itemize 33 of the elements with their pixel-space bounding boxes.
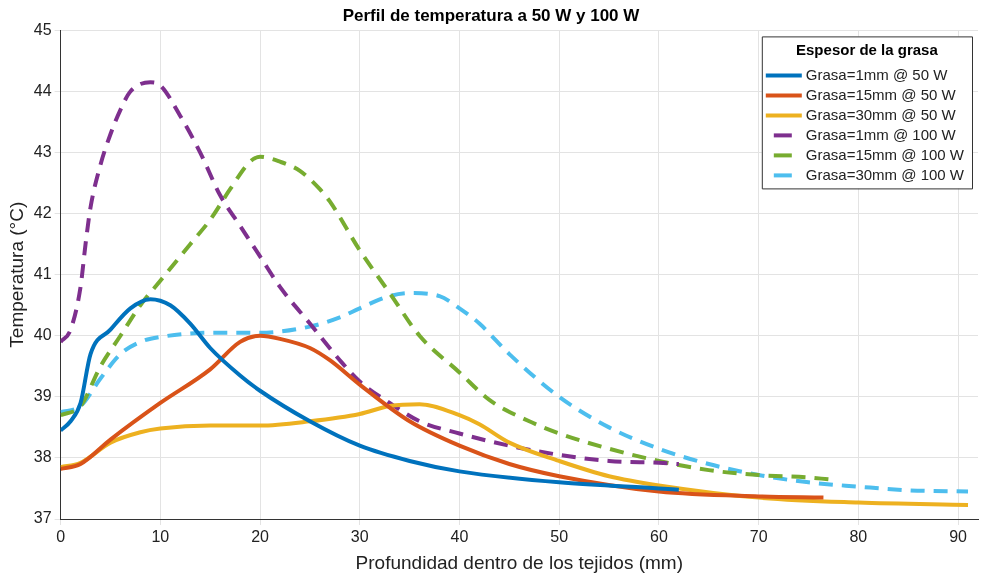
legend-label: Grasa=30mm @ 100 W bbox=[805, 165, 965, 183]
legend-label: Grasa=30mm @ 50 W bbox=[805, 105, 957, 123]
x-tick-label: 20 bbox=[251, 528, 270, 546]
x-axis-title: Profundidad dentro de los tejidos (mm) bbox=[355, 551, 683, 573]
y-tick-label: 39 bbox=[33, 387, 52, 405]
y-tick-label: 44 bbox=[33, 81, 52, 99]
x-tick-label: 10 bbox=[151, 528, 170, 546]
y-tick-label: 42 bbox=[33, 204, 52, 222]
legend-title: Espesor de la grasa bbox=[796, 40, 939, 58]
x-tick-label: 80 bbox=[849, 528, 868, 546]
line-series bbox=[60, 333, 826, 500]
x-tick-label: 60 bbox=[650, 528, 668, 546]
y-tick-label: 40 bbox=[33, 326, 52, 344]
legend-label: Grasa=1mm @ 100 W bbox=[805, 125, 957, 143]
y-tick-label: 38 bbox=[33, 448, 52, 466]
line-series bbox=[60, 80, 681, 467]
y-tick-label: 45 bbox=[33, 20, 52, 38]
legend-label: Grasa=15mm @ 100 W bbox=[805, 145, 965, 163]
chart-title: Perfil de temperatura a 50 W y 100 W bbox=[342, 5, 641, 25]
x-tick-label: 40 bbox=[450, 528, 469, 546]
x-tick-label: 0 bbox=[56, 528, 66, 546]
x-tick-label: 90 bbox=[949, 528, 968, 546]
legend-label: Grasa=15mm @ 50 W bbox=[805, 85, 957, 103]
line-series bbox=[60, 297, 681, 492]
line-series bbox=[60, 291, 971, 494]
y-tick-label: 41 bbox=[33, 265, 52, 283]
y-tick-label: 43 bbox=[33, 142, 52, 160]
y-axis-title: Temperatura (°C) bbox=[5, 201, 27, 348]
legend-label: Grasa=1mm @ 50 W bbox=[805, 65, 949, 83]
x-tick-label: 50 bbox=[550, 528, 569, 546]
x-tick-label: 30 bbox=[350, 528, 369, 546]
y-tick-label: 37 bbox=[33, 509, 52, 527]
x-tick-label: 70 bbox=[749, 528, 768, 546]
